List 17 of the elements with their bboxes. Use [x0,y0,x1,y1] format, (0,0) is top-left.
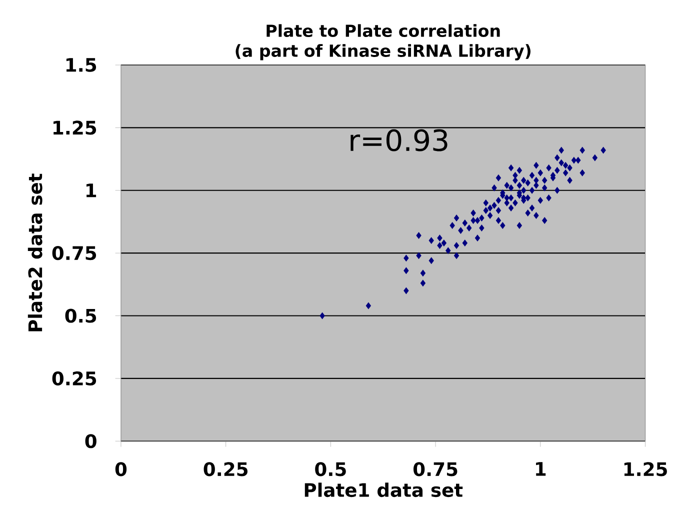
y-tick-label: 0.75 [52,246,96,260]
y-tick-label: 1 [86,184,96,198]
y-tick-label: 0.25 [52,371,96,386]
y-tick-label: 1.5 [66,58,96,72]
y-tick-label: 0 [85,434,96,448]
x-tick-label: 1 [536,462,546,476]
x-tick-label: 0.75 [413,462,458,476]
y-axis-title: Plate2 data set [28,174,42,332]
chart-title: Plate to Plate correlation (a part of Kinase siRNA Library) [236,24,530,60]
x-tick-label: 1.25 [624,462,667,476]
x-tick-label: 0.5 [315,462,346,476]
x-tick-label: 0.25 [204,462,248,476]
y-tick-label: 0.5 [65,308,96,323]
annotation: r=0.93 [350,129,448,152]
x-axis-title: Plate1 data set [304,482,463,498]
y-tick-label: 1.25 [54,120,96,135]
x-tick-label: 0 [115,462,127,476]
